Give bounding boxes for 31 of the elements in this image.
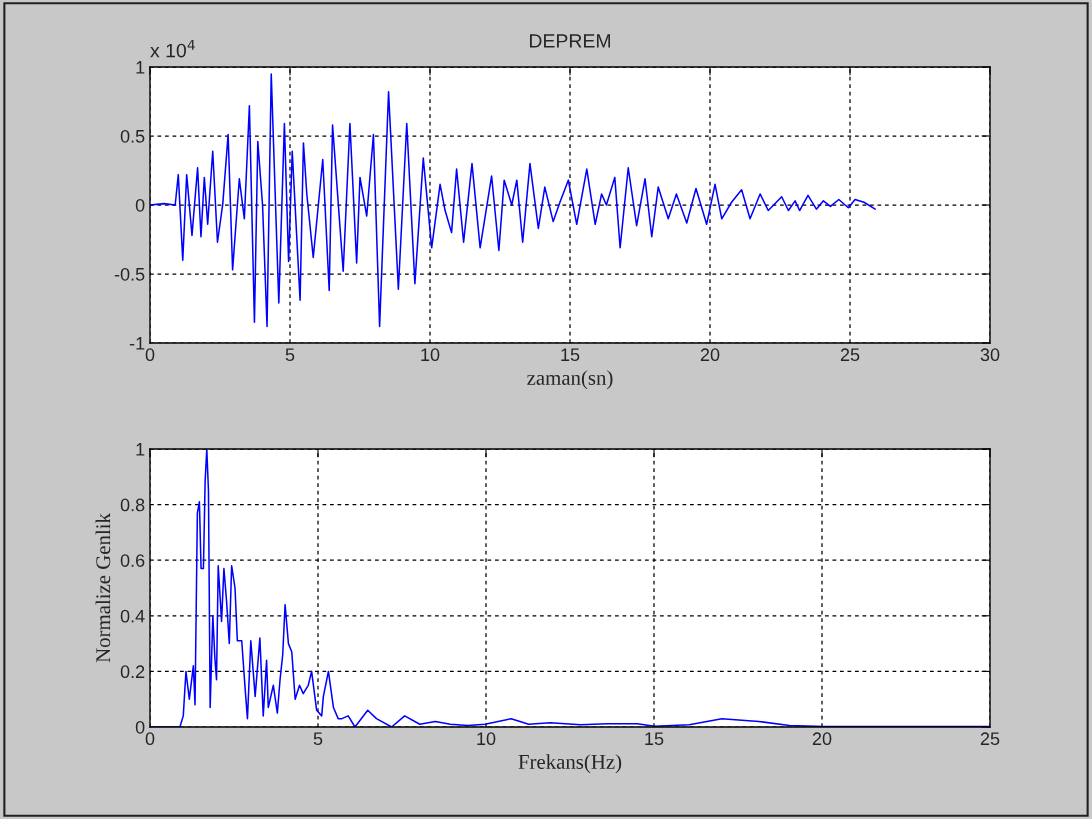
x-tick-label: 20 [812,732,832,746]
x-tick-label: 5 [285,348,295,362]
y-tick-label: 0.2 [120,665,145,679]
text: x 10$^{4}$ [150,39,195,58]
x-tick-label: 25 [840,348,860,362]
y-tick-label: 1 [136,443,145,456]
line-series [150,449,990,727]
y-tick-label: -0.5 [114,267,145,281]
y-axis-title: Normalize Genlik [95,513,111,663]
y-tick-label: 0.5 [120,129,145,143]
x-tick-label: 10 [421,348,440,362]
x-tick-label: 15 [561,348,580,362]
x-axis-title: Frekans(Hz) [518,754,622,774]
y-tick-label: 0.6 [120,554,145,567]
chart-title: DEPREM [530,34,610,48]
x-tick-label: 0 [145,732,155,746]
x-tick-label: 25 [980,732,1000,746]
y-tick-label: -1 [129,337,145,350]
x-tick-label: 10 [477,732,496,746]
x-tick-label: 15 [645,732,664,746]
y-tick-label: 0 [135,198,145,212]
y-tick-label: 0.8 [120,498,145,512]
line-series [150,73,876,328]
x-tick-label: 0 [145,348,155,362]
x-tick-label: 20 [700,348,720,362]
y-tick-label: 0 [135,720,145,734]
y-tick-label: 1 [136,61,145,74]
x-tick-label: 5 [313,732,323,746]
x-tick-label: 30 [980,348,1000,362]
y-tick-label: 0.4 [120,609,145,623]
x-axis-title: zaman(sn) [527,370,613,390]
